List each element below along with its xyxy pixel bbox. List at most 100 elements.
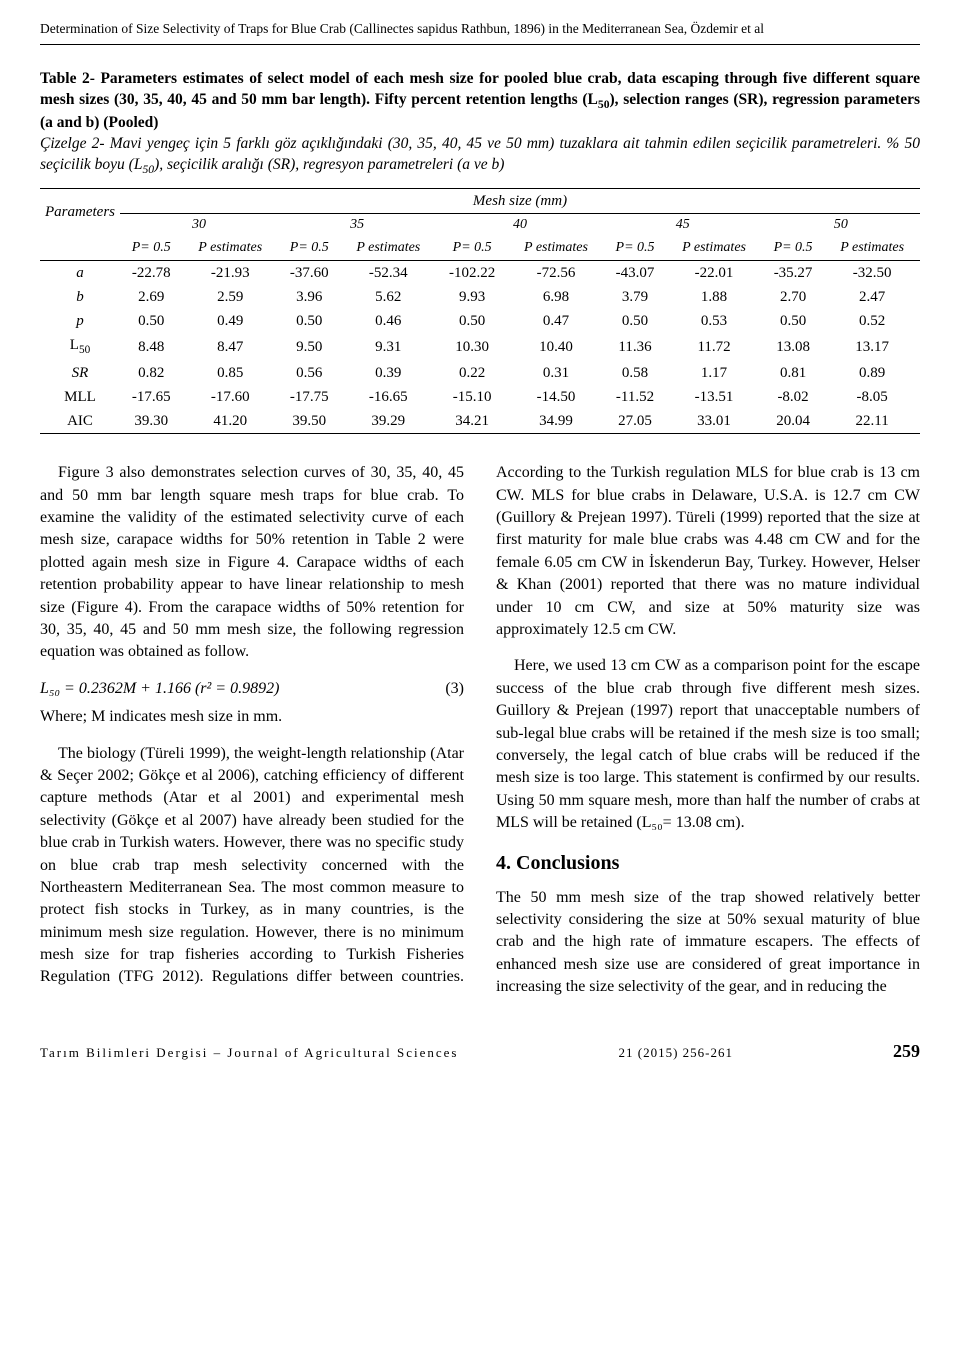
table-cell: 3.79 (604, 285, 666, 309)
table-cell: 3.96 (278, 285, 340, 309)
table-cell: 2.59 (182, 285, 278, 309)
sub-hdr: P estimates (666, 237, 762, 260)
table-cell: 10.30 (436, 333, 508, 360)
parameters-header: Parameters (40, 188, 120, 237)
sub-hdr: P= 0.5 (604, 237, 666, 260)
table-cell: 9.31 (341, 333, 437, 360)
table-cell: 2.47 (824, 285, 920, 309)
table-cell: -17.65 (120, 385, 182, 409)
issue-info: 21 (2015) 256-261 (618, 1044, 733, 1062)
table-cell: 0.50 (436, 309, 508, 333)
param-label: p (40, 309, 120, 333)
table-cell: 0.52 (824, 309, 920, 333)
table-cell: 0.31 (508, 361, 604, 385)
equation: L₅₀ = 0.2362M + 1.166 (r² = 0.9892) (40, 678, 279, 700)
table-cell: 0.53 (666, 309, 762, 333)
param-label: a (40, 260, 120, 285)
body-text: Figure 3 also demonstrates selection cur… (40, 462, 920, 1000)
table-cell: 5.62 (341, 285, 437, 309)
table-cell: 20.04 (762, 409, 824, 434)
equation-line: L₅₀ = 0.2362M + 1.166 (r² = 0.9892) (3) (40, 678, 464, 700)
table-cell: -14.50 (508, 385, 604, 409)
param-label: SR (40, 361, 120, 385)
table-cell: 0.46 (341, 309, 437, 333)
sub-hdr: P estimates (824, 237, 920, 260)
table-cell: -8.02 (762, 385, 824, 409)
running-title: Determination of Size Selectivity of Tra… (40, 21, 764, 36)
table-cell: 0.85 (182, 361, 278, 385)
table-cell: 0.50 (278, 309, 340, 333)
paragraph: The 50 mm mesh size of the trap showed r… (496, 887, 920, 999)
param-label: AIC (40, 409, 120, 434)
sub-hdr: P= 0.5 (762, 237, 824, 260)
table-cell: 39.50 (278, 409, 340, 434)
table-cell: 0.49 (182, 309, 278, 333)
parameters-table: Parameters Mesh size (mm) 30 35 40 45 50… (40, 188, 920, 435)
table-cell: 1.17 (666, 361, 762, 385)
conclusions-heading: 4. Conclusions (496, 849, 920, 877)
table-cell: 0.81 (762, 361, 824, 385)
sub-hdr: P estimates (182, 237, 278, 260)
table-cell: 0.82 (120, 361, 182, 385)
journal-name: Tarım Bilimleri Dergisi – Journal of Agr… (40, 1044, 458, 1062)
mesh-col-30: 30 (120, 213, 278, 236)
param-label: L50 (40, 333, 120, 360)
table-cell: -22.78 (120, 260, 182, 285)
running-header: Determination of Size Selectivity of Tra… (40, 20, 920, 45)
table-cell: -22.01 (666, 260, 762, 285)
table-cell: 8.48 (120, 333, 182, 360)
table-cell: 0.22 (436, 361, 508, 385)
table-cell: -35.27 (762, 260, 824, 285)
table-cell: -21.93 (182, 260, 278, 285)
table-cell: 2.70 (762, 285, 824, 309)
table-cell: -13.51 (666, 385, 762, 409)
sub-hdr: P estimates (508, 237, 604, 260)
table-cell: 0.56 (278, 361, 340, 385)
sub-hdr: P= 0.5 (278, 237, 340, 260)
table-cell: 39.29 (341, 409, 437, 434)
table-cell: 9.93 (436, 285, 508, 309)
table-cell: 11.72 (666, 333, 762, 360)
param-label: b (40, 285, 120, 309)
table-cell: -32.50 (824, 260, 920, 285)
table-cell: -17.75 (278, 385, 340, 409)
table-cell: 13.08 (762, 333, 824, 360)
table-cell: 0.50 (762, 309, 824, 333)
table-cell: -37.60 (278, 260, 340, 285)
table-cell: 0.47 (508, 309, 604, 333)
table-cell: 10.40 (508, 333, 604, 360)
mesh-col-45: 45 (604, 213, 762, 236)
sub-hdr: P= 0.5 (436, 237, 508, 260)
table-cell: 0.89 (824, 361, 920, 385)
table-cell: 41.20 (182, 409, 278, 434)
table-cell: -11.52 (604, 385, 666, 409)
table-cell: 0.50 (120, 309, 182, 333)
where-line: Where; M indicates mesh size in mm. (40, 706, 464, 728)
table-cell: 1.88 (666, 285, 762, 309)
table-cell: 2.69 (120, 285, 182, 309)
table-cell: 0.58 (604, 361, 666, 385)
table-cell: 27.05 (604, 409, 666, 434)
mesh-col-35: 35 (278, 213, 436, 236)
table-cell: -8.05 (824, 385, 920, 409)
table-caption: Table 2- Parameters estimates of select … (40, 69, 920, 177)
param-label: MLL (40, 385, 120, 409)
table-cell: -72.56 (508, 260, 604, 285)
paragraph: Figure 3 also demonstrates selection cur… (40, 462, 464, 664)
table-cell: -52.34 (341, 260, 437, 285)
table-cell: -102.22 (436, 260, 508, 285)
mesh-size-header: Mesh size (mm) (120, 188, 920, 213)
table-cell: 39.30 (120, 409, 182, 434)
equation-number: (3) (445, 678, 464, 700)
mesh-col-50: 50 (762, 213, 920, 236)
table-cell: 22.11 (824, 409, 920, 434)
table-cell: 6.98 (508, 285, 604, 309)
sub-hdr: P= 0.5 (120, 237, 182, 260)
table-cell: 13.17 (824, 333, 920, 360)
paragraph: Here, we used 13 cm CW as a comparison p… (496, 655, 920, 834)
page-footer: Tarım Bilimleri Dergisi – Journal of Agr… (40, 1031, 920, 1063)
table-cell: 34.21 (436, 409, 508, 434)
table-cell: -15.10 (436, 385, 508, 409)
sub-hdr: P estimates (341, 237, 437, 260)
table-cell: -17.60 (182, 385, 278, 409)
